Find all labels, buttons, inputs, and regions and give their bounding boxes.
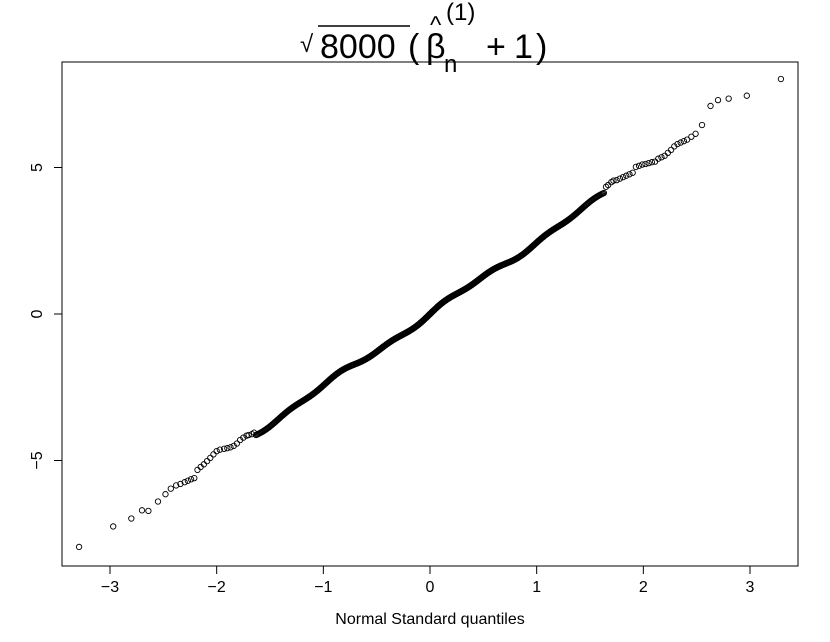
data-point: [128, 515, 135, 522]
title-close-paren: ): [536, 28, 547, 66]
data-point: [154, 498, 162, 505]
data-point: [613, 176, 620, 184]
data-point: [642, 160, 649, 168]
title-radicand: 8000: [320, 28, 396, 66]
data-point: [698, 121, 706, 129]
data-point: [172, 482, 180, 489]
data-point: [674, 140, 681, 148]
data-point: [200, 461, 208, 468]
x-tick-label: −1: [314, 579, 332, 596]
x-axis-label: Normal Standard quantiles: [335, 611, 524, 628]
data-point: [75, 543, 83, 551]
title-plus: +: [486, 28, 506, 66]
x-tick-label: 1: [532, 579, 541, 596]
data-point: [635, 162, 643, 169]
x-tick-label: 3: [746, 579, 755, 596]
y-tick-label: 0: [29, 309, 46, 318]
data-point: [213, 447, 220, 455]
data-point: [187, 476, 195, 483]
data-point: [224, 445, 231, 452]
data-point: [233, 440, 241, 447]
data-point: [777, 75, 785, 83]
data-points: [75, 75, 785, 551]
data-point: [707, 102, 714, 110]
x-tick-label: 0: [426, 579, 435, 596]
title-superscript: (1): [446, 0, 475, 26]
x-tick-label: −3: [101, 579, 119, 596]
data-point: [680, 137, 688, 145]
data-point: [194, 466, 201, 474]
data-point: [629, 169, 636, 176]
data-point: [714, 96, 722, 104]
data-point: [664, 149, 672, 156]
data-point: [639, 161, 646, 168]
data-point: [683, 136, 691, 143]
y-tick-label: 5: [29, 163, 46, 172]
data-point: [619, 174, 627, 181]
data-point: [207, 454, 214, 462]
data-point: [181, 479, 188, 486]
data-point: [725, 95, 732, 102]
data-point: [145, 507, 152, 515]
data-point: [227, 444, 234, 451]
data-point: [616, 175, 624, 182]
chart-title: √ 8000 ( ^ β (1) n + 1 ): [300, 0, 547, 78]
data-point: [648, 159, 656, 166]
title-one: 1: [514, 28, 533, 66]
data-point: [177, 480, 184, 488]
data-point: [677, 139, 684, 146]
data-point: [692, 130, 699, 137]
data-point: [667, 146, 675, 154]
data-point: [110, 523, 117, 530]
data-point: [610, 177, 617, 184]
data-point: [632, 163, 640, 171]
data-point: [191, 474, 198, 482]
data-point: [623, 172, 630, 179]
data-point: [600, 189, 608, 197]
data-point: [245, 431, 252, 439]
x-tick-label: 2: [639, 579, 648, 596]
y-axis: −5 0 5: [29, 163, 63, 470]
data-point: [138, 507, 146, 514]
title-hat: ^: [430, 12, 442, 39]
data-point: [626, 171, 633, 178]
data-point: [162, 491, 169, 498]
data-point: [743, 92, 750, 99]
data-point: [220, 445, 228, 452]
title-root-symbol: √: [300, 31, 314, 58]
x-tick-label: −2: [208, 579, 226, 596]
data-point: [655, 155, 662, 162]
x-axis: −3 −2 −1 0 1 2 3: [101, 565, 755, 596]
data-point: [184, 477, 192, 484]
data-point: [216, 446, 224, 453]
data-point: [203, 457, 211, 465]
data-point: [658, 154, 665, 161]
title-beta: β: [426, 28, 446, 66]
data-point: [645, 159, 652, 167]
data-point: [210, 451, 217, 458]
y-tick-label: −5: [29, 451, 46, 469]
data-point: [688, 133, 695, 140]
data-point: [651, 158, 659, 165]
data-point: [167, 485, 174, 492]
title-open-paren: (: [408, 28, 420, 66]
data-point: [661, 152, 668, 159]
title-subscript: n: [444, 51, 457, 78]
data-point: [240, 434, 247, 441]
